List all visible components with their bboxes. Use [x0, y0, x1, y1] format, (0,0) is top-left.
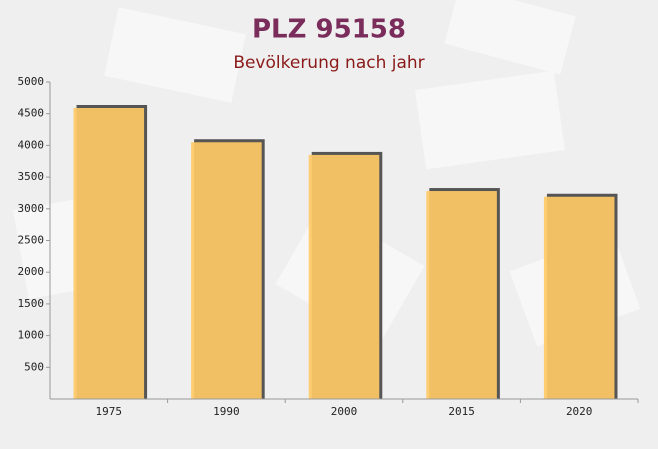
y-tick-label: 1500	[18, 297, 45, 310]
x-tick-label: 2020	[566, 405, 593, 418]
x-tick-label: 1975	[96, 405, 123, 418]
chart-title: PLZ 95158	[252, 15, 406, 45]
y-tick-label: 4000	[18, 138, 45, 151]
y-tick-label: 3000	[18, 202, 45, 215]
y-tick-label: 4500	[18, 107, 45, 120]
x-tick-label: 1990	[213, 405, 240, 418]
x-tick-label: 2000	[331, 405, 358, 418]
bar	[308, 154, 380, 399]
y-tick-label: 2000	[18, 265, 45, 278]
bar	[73, 107, 145, 399]
bar	[191, 142, 262, 400]
x-tick-label: 2015	[448, 405, 475, 418]
bar	[543, 196, 615, 399]
bar	[426, 191, 497, 399]
y-tick-label: 3500	[18, 170, 45, 183]
y-tick-label: 2500	[18, 234, 45, 247]
y-tick-label: 1000	[18, 329, 45, 342]
y-tick-label: 500	[24, 360, 44, 373]
chart-subtitle: Bevölkerung nach jahr	[233, 53, 424, 73]
y-tick-label: 5000	[18, 75, 45, 88]
